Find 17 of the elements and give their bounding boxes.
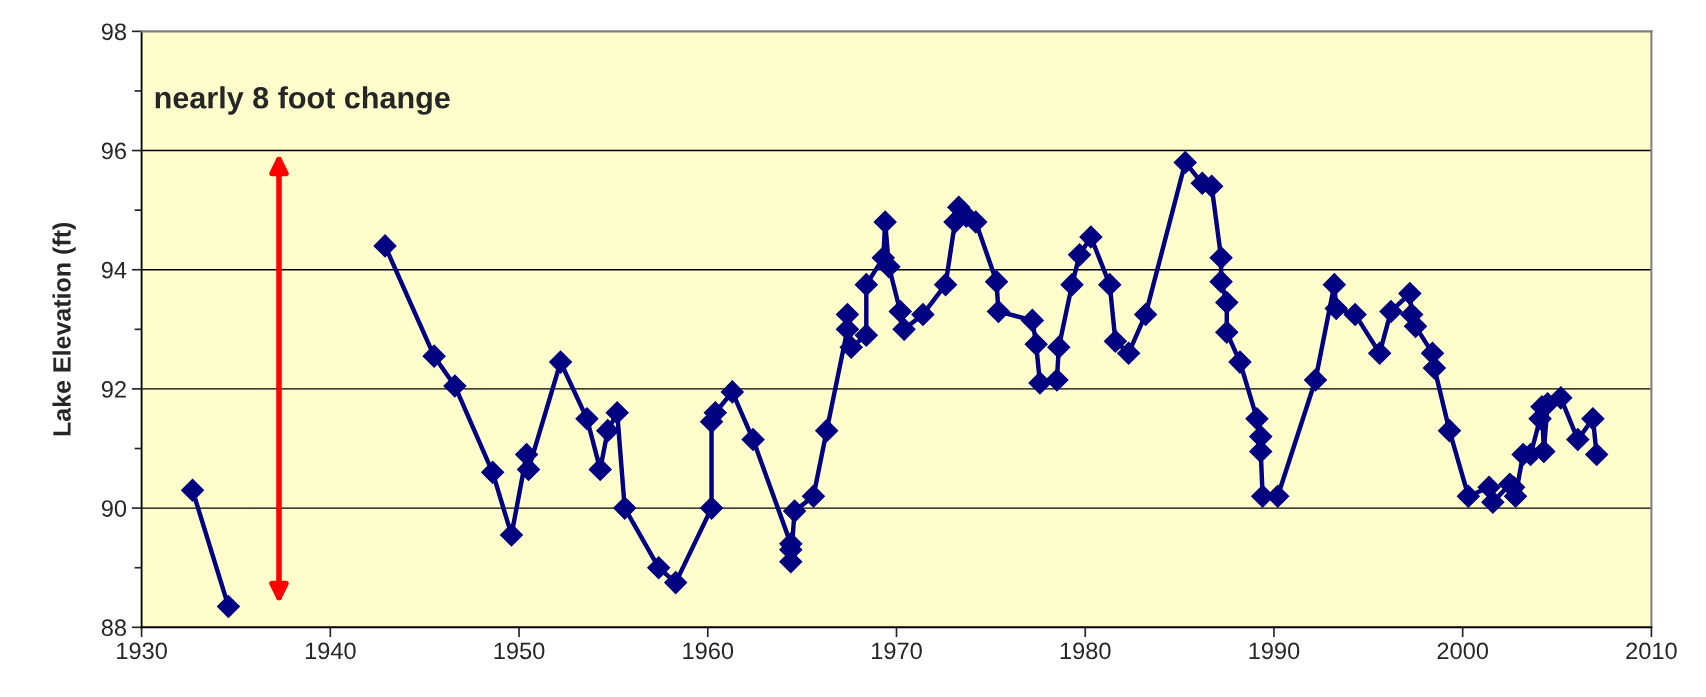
y-tick-label: 92 bbox=[101, 380, 126, 398]
y-tick-label: 90 bbox=[101, 500, 127, 517]
x-tick-label: 1980 bbox=[1060, 642, 1111, 660]
y-tick-label: 94 bbox=[101, 261, 127, 279]
y-axis-title: Lake Elevation (ft) bbox=[52, 222, 76, 436]
annotation: nearly 8 foot change bbox=[155, 86, 450, 115]
x-tick-label: 1950 bbox=[494, 642, 545, 660]
y-tick-label: 96 bbox=[101, 142, 126, 160]
x-tick-label: 1960 bbox=[683, 642, 734, 660]
x-tick-label: 2000 bbox=[1437, 642, 1489, 660]
x-tick-label: 1990 bbox=[1249, 642, 1300, 660]
x-tick-label: 1930 bbox=[117, 642, 167, 660]
x-tick-label: 1970 bbox=[872, 642, 922, 660]
y-tick-label: 88 bbox=[101, 619, 126, 637]
y-tick-label: 98 bbox=[101, 23, 126, 41]
x-tick-label: 2010 bbox=[1626, 642, 1677, 660]
x-tick-label: 1940 bbox=[305, 642, 356, 660]
